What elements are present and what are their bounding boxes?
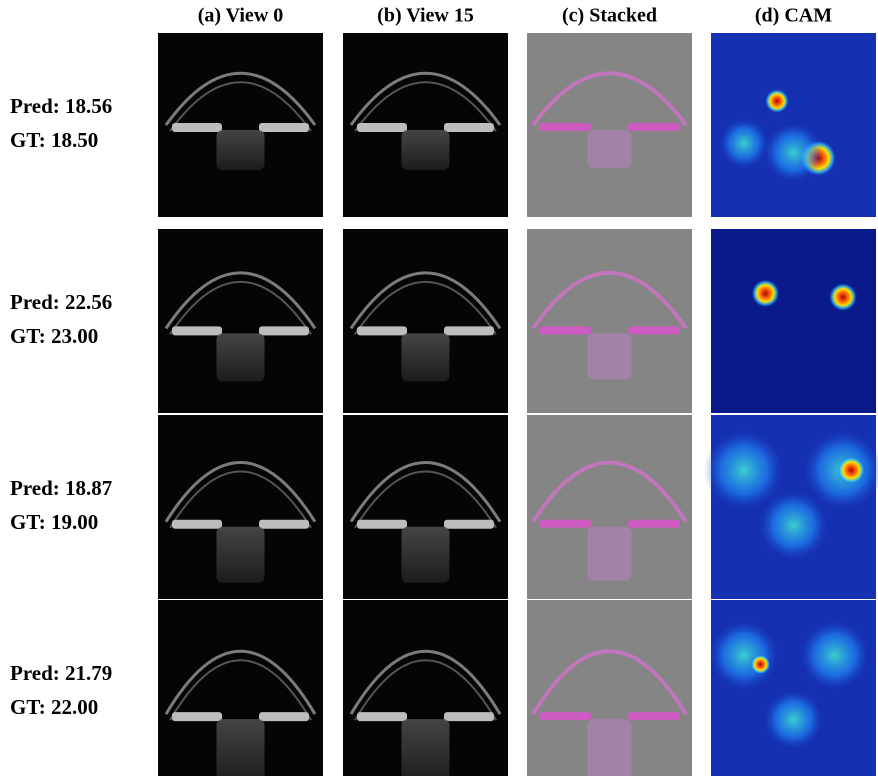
image-cell	[158, 415, 323, 599]
pred-label: Pred: 21.79	[10, 661, 112, 685]
gt-label: GT: 22.00	[10, 695, 98, 719]
image-cell	[343, 33, 508, 217]
iris-right	[259, 712, 309, 721]
activation-blob	[751, 654, 771, 674]
lens	[217, 719, 265, 776]
image-cell	[527, 415, 692, 599]
iris-right	[628, 712, 680, 720]
lens	[588, 719, 632, 776]
image-background	[527, 229, 692, 413]
lens	[588, 333, 632, 379]
iris-right	[444, 712, 494, 721]
iris-left	[357, 123, 407, 132]
lens	[588, 130, 632, 168]
iris-left	[539, 326, 591, 334]
lens	[217, 527, 265, 583]
image-cell	[343, 229, 508, 413]
iris-right	[444, 123, 494, 132]
iris-left	[172, 520, 222, 529]
activation-blob	[759, 490, 829, 560]
iris-right	[628, 326, 680, 334]
gt-label: GT: 23.00	[10, 324, 98, 348]
pred-label: Pred: 18.87	[10, 476, 112, 500]
activation-blob	[764, 690, 824, 750]
iris-left	[357, 326, 407, 335]
column-header: (d) CAM	[755, 5, 832, 27]
iris-right	[444, 520, 494, 529]
image-cell	[343, 415, 508, 599]
image-cell	[711, 33, 876, 217]
image-cell	[158, 600, 323, 776]
image-cell	[527, 229, 692, 413]
lens	[402, 130, 450, 170]
pred-label: Pred: 22.56	[10, 290, 112, 314]
image-cell	[158, 33, 323, 217]
iris-left	[172, 326, 222, 335]
iris-left	[357, 520, 407, 529]
image-background	[343, 229, 508, 413]
iris-right	[628, 123, 680, 131]
image-cell	[527, 33, 692, 217]
iris-left	[172, 712, 222, 721]
iris-left	[357, 712, 407, 721]
activation-blob	[829, 283, 857, 311]
image-cell	[343, 600, 508, 776]
gt-label: GT: 19.00	[10, 510, 98, 534]
image-background	[158, 229, 323, 413]
activation-blob	[719, 118, 769, 168]
image-cell	[709, 600, 876, 776]
pred-label: Pred: 18.56	[10, 94, 112, 118]
iris-left	[539, 520, 591, 528]
image-cell	[158, 229, 323, 413]
activation-blob	[837, 456, 865, 484]
lens	[402, 719, 450, 776]
iris-right	[259, 123, 309, 132]
lens	[217, 130, 265, 170]
image-cell	[527, 600, 692, 776]
gt-label: GT: 18.50	[10, 128, 98, 152]
image-background	[711, 229, 876, 413]
activation-blob	[800, 620, 870, 690]
column-header: (c) Stacked	[562, 5, 657, 27]
iris-left	[172, 123, 222, 132]
column-header: (a) View 0	[198, 5, 284, 27]
lens	[402, 333, 450, 381]
iris-right	[628, 520, 680, 528]
activation-blob	[765, 89, 789, 113]
lens	[402, 527, 450, 583]
iris-left	[539, 123, 591, 131]
iris-left	[539, 712, 591, 720]
lens	[217, 333, 265, 381]
lens	[588, 527, 632, 581]
figure: (a) View 0 (b) View 15 (c) Stacked (d) CAM P…	[0, 0, 878, 776]
iris-right	[259, 326, 309, 335]
activation-blob	[709, 620, 779, 690]
activation-blob	[751, 279, 779, 307]
image-cell	[711, 229, 876, 413]
iris-right	[259, 520, 309, 529]
image-cell	[704, 415, 878, 599]
activation-blob	[764, 123, 824, 183]
column-header: (b) View 15	[377, 5, 474, 27]
iris-right	[444, 326, 494, 335]
